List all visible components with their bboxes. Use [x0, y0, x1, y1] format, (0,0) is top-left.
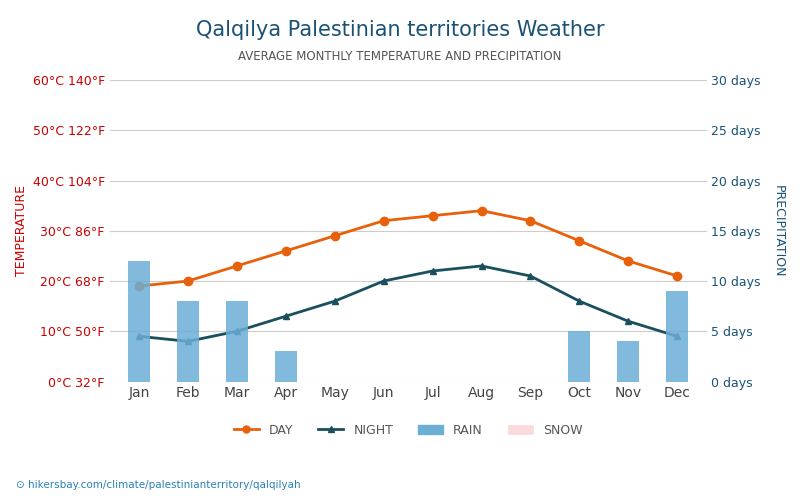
Y-axis label: PRECIPITATION: PRECIPITATION: [772, 184, 785, 277]
Y-axis label: TEMPERATURE: TEMPERATURE: [15, 186, 28, 276]
Bar: [275, 352, 297, 382]
Bar: [666, 291, 688, 382]
Bar: [177, 301, 199, 382]
Bar: [128, 261, 150, 382]
Bar: [618, 342, 639, 382]
Bar: [568, 332, 590, 382]
Text: AVERAGE MONTHLY TEMPERATURE AND PRECIPITATION: AVERAGE MONTHLY TEMPERATURE AND PRECIPIT…: [238, 50, 562, 63]
Bar: [226, 301, 248, 382]
Text: Qalqilya Palestinian territories Weather: Qalqilya Palestinian territories Weather: [196, 20, 604, 40]
Legend: DAY, NIGHT, RAIN, SNOW: DAY, NIGHT, RAIN, SNOW: [229, 418, 587, 442]
Text: ⊙ hikersbay.com/climate/palestinianterritory/qalqilyah: ⊙ hikersbay.com/climate/palestinianterri…: [16, 480, 301, 490]
